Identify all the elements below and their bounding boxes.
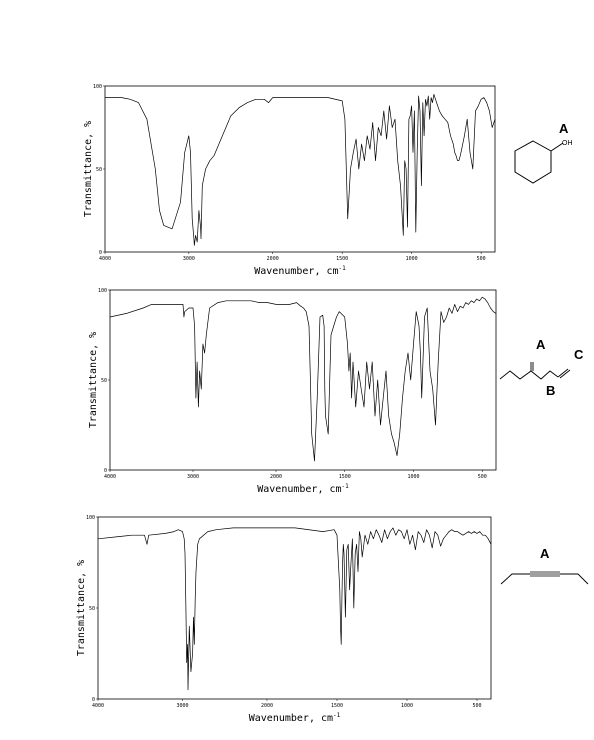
structure-cyclohexanol: OH A <box>503 121 583 201</box>
y-tick-label: 0 <box>104 468 107 474</box>
x-tick-label: 500 <box>478 474 487 480</box>
x-tick-label: 2000 <box>270 474 282 480</box>
x-tick-label: 1500 <box>336 256 348 262</box>
y-tick-label: 100 <box>98 288 107 294</box>
y-axis-label: Transmittance, % <box>76 560 87 656</box>
structure-label-c: C <box>574 347 584 362</box>
structure-vinyl-butyrate: A B C <box>498 337 594 407</box>
spectrum-line <box>109 296 497 462</box>
y-tick-label: 100 <box>86 515 95 521</box>
structure-label-b: B <box>546 383 556 398</box>
y-axis-label: Transmittance, % <box>88 332 99 428</box>
x-axis-label-superscript: -1 <box>342 483 350 490</box>
y-axis-label: Transmittance, % <box>83 121 94 217</box>
y-tick-label: 0 <box>99 250 102 256</box>
chart-panel-2: 4000 3000 2000 1500 1000 500 0 50 100 Wavenumber,… <box>0 287 594 502</box>
structure-alkyne: A <box>500 546 594 596</box>
chart-panel-3: 4000 3000 2000 1500 1000 500 0 50 100 Wavenumber,… <box>0 514 594 729</box>
x-tick-label: 2000 <box>267 256 279 262</box>
structure-label-a: A <box>540 546 550 561</box>
x-tick-label: 500 <box>477 256 486 262</box>
chart-panel-1: 4000 3000 2000 1500 1000 500 0 50 100 Wavenumber,… <box>0 66 594 281</box>
x-tick-label: 3000 <box>183 256 195 262</box>
y-tick-label: 50 <box>101 378 107 384</box>
y-tick-label: 100 <box>93 84 102 90</box>
x-axis-label: Wavenumber, cm-1 <box>249 712 341 724</box>
plot-frame <box>109 289 497 471</box>
vinyl-butyrate-drawing <box>499 362 571 380</box>
x-axis-label: Wavenumber, cm-1 <box>257 483 349 495</box>
x-axis-label-superscript: -1 <box>333 712 341 719</box>
y-tick-label: 50 <box>89 606 95 612</box>
spectrum-line <box>105 93 496 246</box>
alkyne-drawing <box>500 571 589 585</box>
structure-label-a: A <box>536 337 546 352</box>
chart-1: 4000 3000 2000 1500 1000 500 0 50 100 Wavenumber,… <box>83 84 496 277</box>
x-tick-label: 1000 <box>401 703 413 709</box>
structure-label-a: A <box>559 121 569 136</box>
cyclohexanol-drawing: OH <box>514 140 573 184</box>
x-tick-label: 4000 <box>104 474 116 480</box>
x-tick-label: 3000 <box>187 474 199 480</box>
oh-label: OH <box>562 140 573 147</box>
chart-3: 4000 3000 2000 1500 1000 500 0 50 100 Wavenumber,… <box>76 515 492 724</box>
chart-2: 4000 3000 2000 1500 1000 500 0 50 100 Wavenumber,… <box>88 288 497 495</box>
x-tick-label: 1500 <box>331 703 343 709</box>
spectrum-line <box>97 527 492 691</box>
x-tick-label: 4000 <box>92 703 104 709</box>
plot-frame <box>97 516 492 700</box>
x-tick-label: 2000 <box>261 703 273 709</box>
x-axis-label: Wavenumber, cm-1 <box>254 265 346 277</box>
y-tick-label: 0 <box>92 697 95 703</box>
x-tick-label: 1500 <box>339 474 351 480</box>
x-tick-label: 500 <box>472 703 481 709</box>
x-tick-label: 1000 <box>406 256 418 262</box>
x-tick-label: 4000 <box>99 256 111 262</box>
x-tick-label: 1000 <box>407 474 419 480</box>
y-tick-label: 50 <box>96 167 102 173</box>
plot-frame <box>104 85 496 253</box>
x-tick-label: 3000 <box>176 703 188 709</box>
x-axis-label-superscript: -1 <box>339 265 347 272</box>
